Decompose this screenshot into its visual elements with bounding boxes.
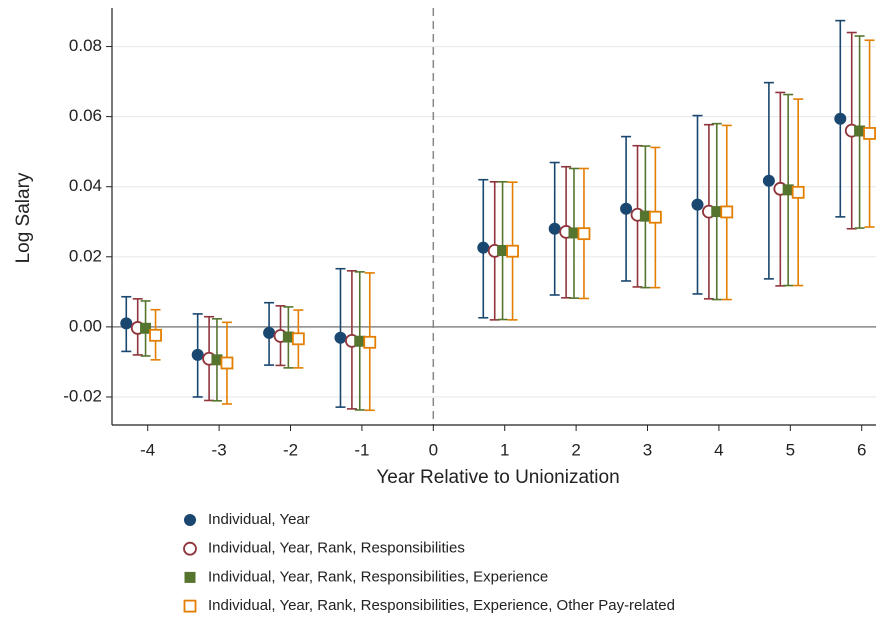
point (568, 227, 580, 239)
point (577, 227, 591, 241)
y-tick-label: 0.02 (69, 246, 102, 265)
y-tick-label: 0.04 (69, 176, 102, 195)
point (291, 332, 305, 346)
y-tick-label: 0.00 (69, 316, 102, 335)
point (191, 348, 204, 361)
point (120, 317, 133, 330)
point (149, 328, 162, 342)
point (863, 127, 876, 140)
point (263, 326, 276, 339)
point (548, 222, 561, 235)
y-tick-label: 0.06 (69, 106, 102, 125)
legend-marker (183, 541, 197, 556)
legend-label: Individual, Year, Rank, Responsibilities… (208, 568, 548, 585)
x-tick-label: 0 (429, 440, 438, 459)
x-tick-label: -4 (140, 440, 155, 459)
point (506, 244, 519, 258)
x-axis-title: Year Relative to Unionization (376, 467, 619, 488)
y-tick-label: 0.08 (69, 36, 102, 55)
point (354, 335, 366, 347)
point (497, 244, 509, 256)
legend-label: Individual, Year (208, 511, 310, 528)
point (834, 112, 847, 125)
x-tick-label: -2 (283, 440, 298, 459)
point (477, 241, 490, 254)
point (791, 185, 805, 199)
legend-label: Individual, Year, Rank, Responsibilities (208, 540, 465, 557)
point (140, 322, 152, 334)
point (639, 210, 651, 222)
point (711, 206, 723, 218)
point (363, 335, 377, 349)
x-tick-label: 2 (571, 440, 580, 459)
legend-marker (184, 514, 196, 526)
x-tick-label: 5 (786, 440, 795, 459)
x-tick-label: 3 (643, 440, 652, 459)
point (648, 210, 662, 224)
x-tick-label: 4 (714, 440, 723, 459)
point (211, 354, 223, 366)
y-tick-label: -0.02 (63, 386, 102, 405)
legend-label: Individual, Year, Rank, Responsibilities… (208, 597, 675, 614)
x-tick-label: 6 (857, 440, 866, 459)
point (720, 205, 734, 219)
legend-marker (184, 571, 196, 583)
point (620, 202, 633, 215)
x-tick-label: -1 (354, 440, 369, 459)
x-tick-label: 1 (500, 440, 509, 459)
point (691, 198, 704, 211)
y-axis-title: Log Salary (13, 172, 34, 263)
x-tick-label: -3 (212, 440, 227, 459)
point (282, 331, 294, 343)
point (782, 184, 794, 196)
legend-marker (183, 599, 197, 613)
point (854, 125, 866, 137)
point (334, 331, 347, 344)
point (220, 356, 234, 370)
point (762, 174, 775, 187)
